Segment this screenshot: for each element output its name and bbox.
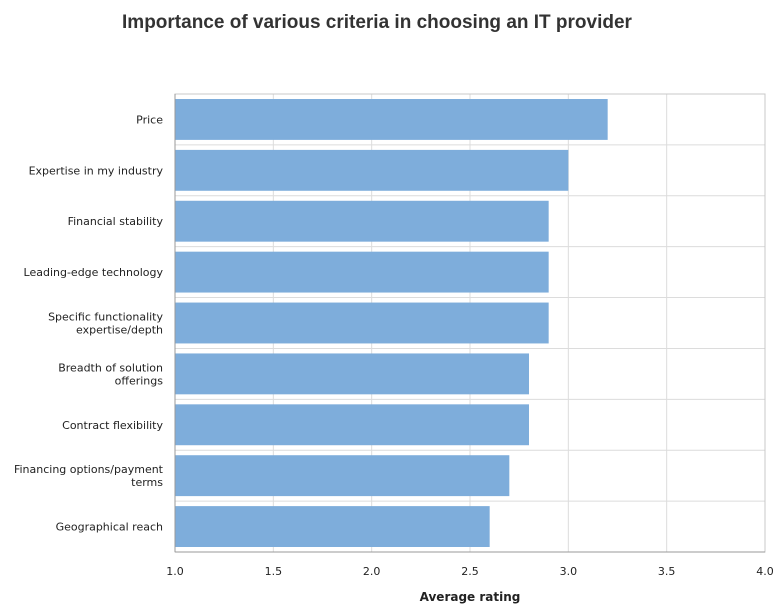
x-tick-label: 2.5 [461, 565, 479, 578]
x-tick-label: 2.0 [363, 565, 381, 578]
x-axis-title: Average rating [420, 590, 521, 604]
category-label: terms [131, 476, 163, 489]
category-label: Price [136, 113, 163, 126]
bar [175, 506, 490, 547]
chart-title: Importance of various criteria in choosi… [122, 12, 632, 33]
bar [175, 455, 510, 497]
x-tick-label: 3.0 [560, 565, 578, 578]
bar [175, 251, 549, 293]
x-tick-label: 1.5 [265, 565, 283, 578]
category-label: Breadth of solution [58, 361, 163, 374]
category-label: Geographical reach [56, 521, 163, 534]
category-label: Specific functionality [48, 311, 163, 324]
bar [175, 99, 608, 140]
category-label: offerings [115, 374, 164, 387]
x-tick-label: 1.0 [166, 565, 184, 578]
category-label: Leading-edge technology [24, 266, 164, 279]
category-label: Financing options/payment [14, 463, 164, 476]
category-label: Financial stability [68, 215, 164, 228]
category-label: Contract flexibility [62, 419, 163, 432]
category-label: expertise/depth [76, 324, 163, 337]
bar [175, 302, 549, 344]
x-tick-label: 4.0 [756, 565, 774, 578]
bar [175, 353, 529, 395]
bar [175, 149, 569, 191]
category-label: Expertise in my industry [29, 164, 164, 177]
bar [175, 404, 529, 446]
x-tick-label: 3.5 [658, 565, 676, 578]
bar [175, 200, 549, 242]
